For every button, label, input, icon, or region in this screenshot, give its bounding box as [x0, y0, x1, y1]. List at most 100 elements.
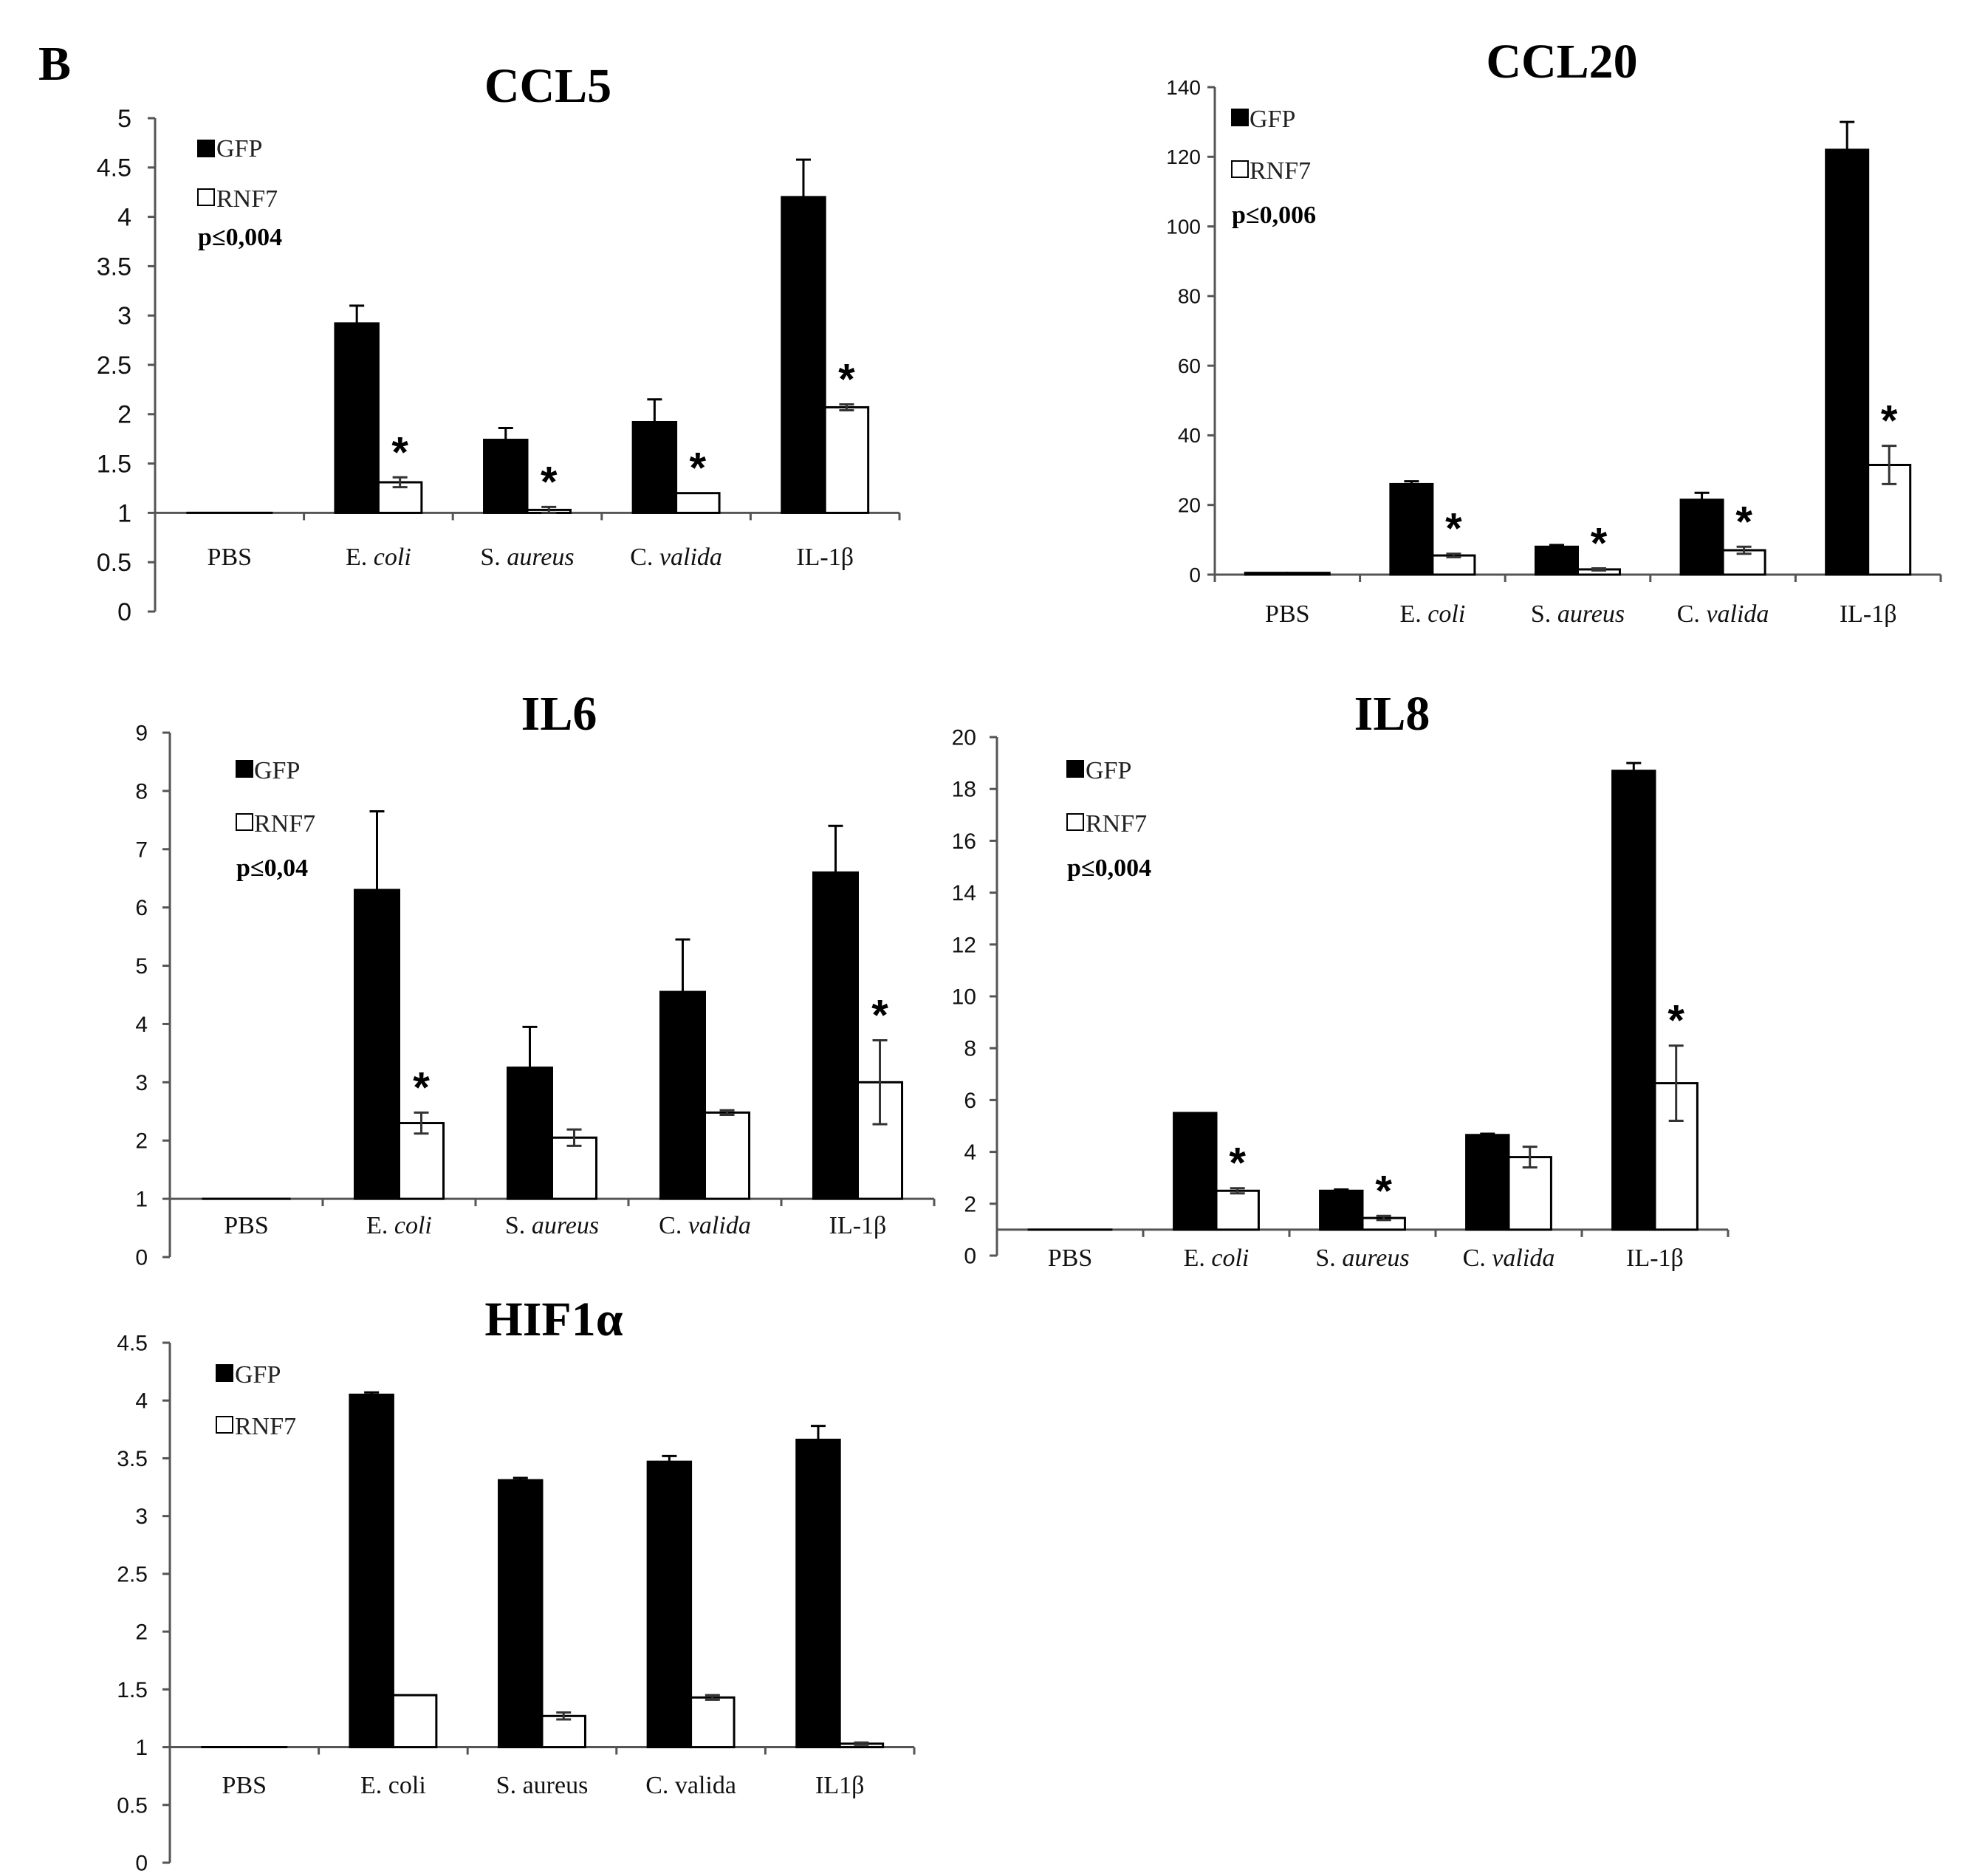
legend-swatch-gfp — [216, 1364, 233, 1382]
x-category-label: E. coli — [346, 544, 411, 571]
y-tick-label: 100 — [1166, 215, 1201, 238]
y-tick-label: 40 — [1178, 424, 1201, 447]
bar-gfp — [1465, 1134, 1510, 1231]
x-category-label: PBS — [1048, 1245, 1093, 1272]
x-category-label: C. valida — [659, 1212, 751, 1239]
legend-swatch-rnf7 — [236, 813, 253, 831]
bar-gfp — [506, 1067, 553, 1200]
x-category-prefix: E. — [1400, 600, 1428, 628]
x-category-prefix: S. — [1315, 1245, 1342, 1272]
bar-rnf7 — [1286, 572, 1331, 576]
legend-label-gfp: GFP — [254, 757, 300, 784]
legend-label-gfp: GFP — [1250, 106, 1295, 133]
significance-star: * — [391, 428, 408, 476]
y-tick-label: 1.5 — [117, 1678, 148, 1702]
y-tick-label: 0 — [135, 1852, 148, 1876]
bar-gfp — [1389, 482, 1434, 576]
x-category-label: PBS — [1265, 600, 1310, 628]
bar-rnf7 — [398, 1122, 445, 1200]
legend-swatch-rnf7 — [216, 1416, 233, 1434]
bar-rnf7 — [1215, 1189, 1260, 1231]
x-category-label: E. coli — [360, 1772, 426, 1799]
legend-label-rnf7: RNF7 — [1250, 157, 1311, 185]
legend-swatch-gfp — [236, 760, 253, 778]
y-tick-label: 3 — [135, 1504, 148, 1529]
chart-title: IL6 — [521, 687, 597, 741]
chart-title: CCL20 — [1486, 35, 1637, 89]
significance-star: * — [1667, 997, 1684, 1045]
y-tick-label: 80 — [1178, 285, 1201, 308]
y-tick-label: 8 — [964, 1037, 976, 1061]
x-category-prefix: S. — [1531, 600, 1557, 628]
y-tick-label: 12 — [952, 933, 976, 957]
bar-gfp — [1534, 545, 1580, 576]
legend: GFP RNF7 p≤0,006 — [1231, 106, 1316, 229]
x-category-species: coli — [1427, 600, 1465, 628]
significance-star: * — [1229, 1140, 1246, 1188]
y-tick-label: 2 — [135, 1620, 148, 1645]
y-tick-label: 8 — [135, 779, 148, 804]
y-tick-label: 3.5 — [97, 253, 131, 281]
x-category-label: E. coli — [1400, 600, 1466, 628]
bar-rnf7 — [823, 405, 870, 514]
y-tick-label: 5 — [117, 105, 131, 133]
significance-star: * — [541, 458, 558, 506]
y-tick-label: 2.5 — [97, 352, 131, 380]
significance-star: * — [690, 445, 707, 493]
chart-hif1a: HIF1α 0 0.5 1 1.5 2 2.5 3 3.5 4 4.5 PBS E. coli S. a… — [117, 1293, 916, 1876]
significance-star: * — [838, 355, 855, 403]
y-tick-label: 10 — [952, 985, 976, 1010]
y-tick-label: 1 — [135, 1736, 148, 1760]
bar-gfp — [1611, 770, 1656, 1231]
bar-rnf7 — [1431, 554, 1476, 576]
x-category-species: valida — [1492, 1245, 1554, 1272]
y-tick-label: 0.5 — [117, 1793, 148, 1818]
x-category-label: PBS — [224, 1212, 269, 1239]
y-tick-label: 4 — [964, 1140, 976, 1165]
bar-gfp — [483, 439, 529, 514]
plot-area: 0 1 2 3 4 5 6 7 8 9 PBS * E. coli S. aureus C. valida *… — [135, 722, 936, 1270]
chart-il8: IL8 0 2 4 6 8 10 12 14 16 18 20 PBS * E. coli * S. aure… — [952, 687, 1730, 1272]
panel-label: B — [38, 37, 71, 91]
x-category-species: coli — [1211, 1245, 1249, 1272]
x-category-label: IL1β — [815, 1772, 864, 1799]
y-tick-label: 1 — [117, 499, 131, 527]
x-category-label: PBS — [222, 1772, 267, 1799]
y-tick-label: 7 — [135, 838, 148, 862]
x-category-prefix: C. — [630, 544, 659, 571]
x-category-label: IL-1β — [1626, 1245, 1684, 1272]
legend-label-rnf7: RNF7 — [235, 1413, 296, 1440]
significance-star: * — [871, 992, 888, 1040]
bar-rnf7 — [391, 1694, 438, 1749]
bar-rnf7 — [675, 492, 721, 514]
x-category-label: IL-1β — [796, 544, 854, 571]
chart-title: IL8 — [1354, 687, 1430, 741]
y-tick-label: 6 — [135, 896, 148, 920]
y-tick-label: 2.5 — [117, 1562, 148, 1586]
legend: GFP RNF7 p≤0,004 — [197, 135, 282, 251]
y-tick-label: 60 — [1178, 355, 1201, 377]
x-category-label: IL-1β — [1840, 600, 1897, 628]
x-category-prefix: C. — [1463, 1245, 1492, 1272]
bar-gfp — [795, 1438, 841, 1749]
y-tick-label: 4 — [135, 1013, 148, 1037]
y-tick-label: 5 — [135, 954, 148, 979]
chart-ccl20: CCL20 0 20 40 60 80 100 120 140 PBS * E. coli * S. a… — [1166, 35, 1942, 628]
x-category-label: S. aureus — [480, 544, 574, 571]
x-category-prefix: E. — [346, 544, 374, 571]
bar-gfp — [334, 322, 380, 514]
y-tick-label: 3 — [135, 1071, 148, 1095]
x-category-label: PBS — [208, 544, 253, 571]
x-category-species: aureus — [1342, 1245, 1409, 1272]
x-category-label: E. coli — [1184, 1245, 1250, 1272]
bar-gfp — [812, 871, 859, 1200]
x-category-label: C. valida — [630, 544, 722, 571]
bar-rnf7 — [551, 1136, 598, 1200]
y-tick-label: 1 — [135, 1188, 148, 1212]
y-tick-label: 140 — [1166, 76, 1201, 99]
y-tick-label: 4 — [117, 204, 131, 232]
x-category-species: aureus — [507, 544, 574, 571]
legend-swatch-gfp — [1066, 760, 1084, 778]
x-category-prefix: C. — [659, 1212, 688, 1239]
y-tick-label: 0 — [1189, 564, 1201, 586]
